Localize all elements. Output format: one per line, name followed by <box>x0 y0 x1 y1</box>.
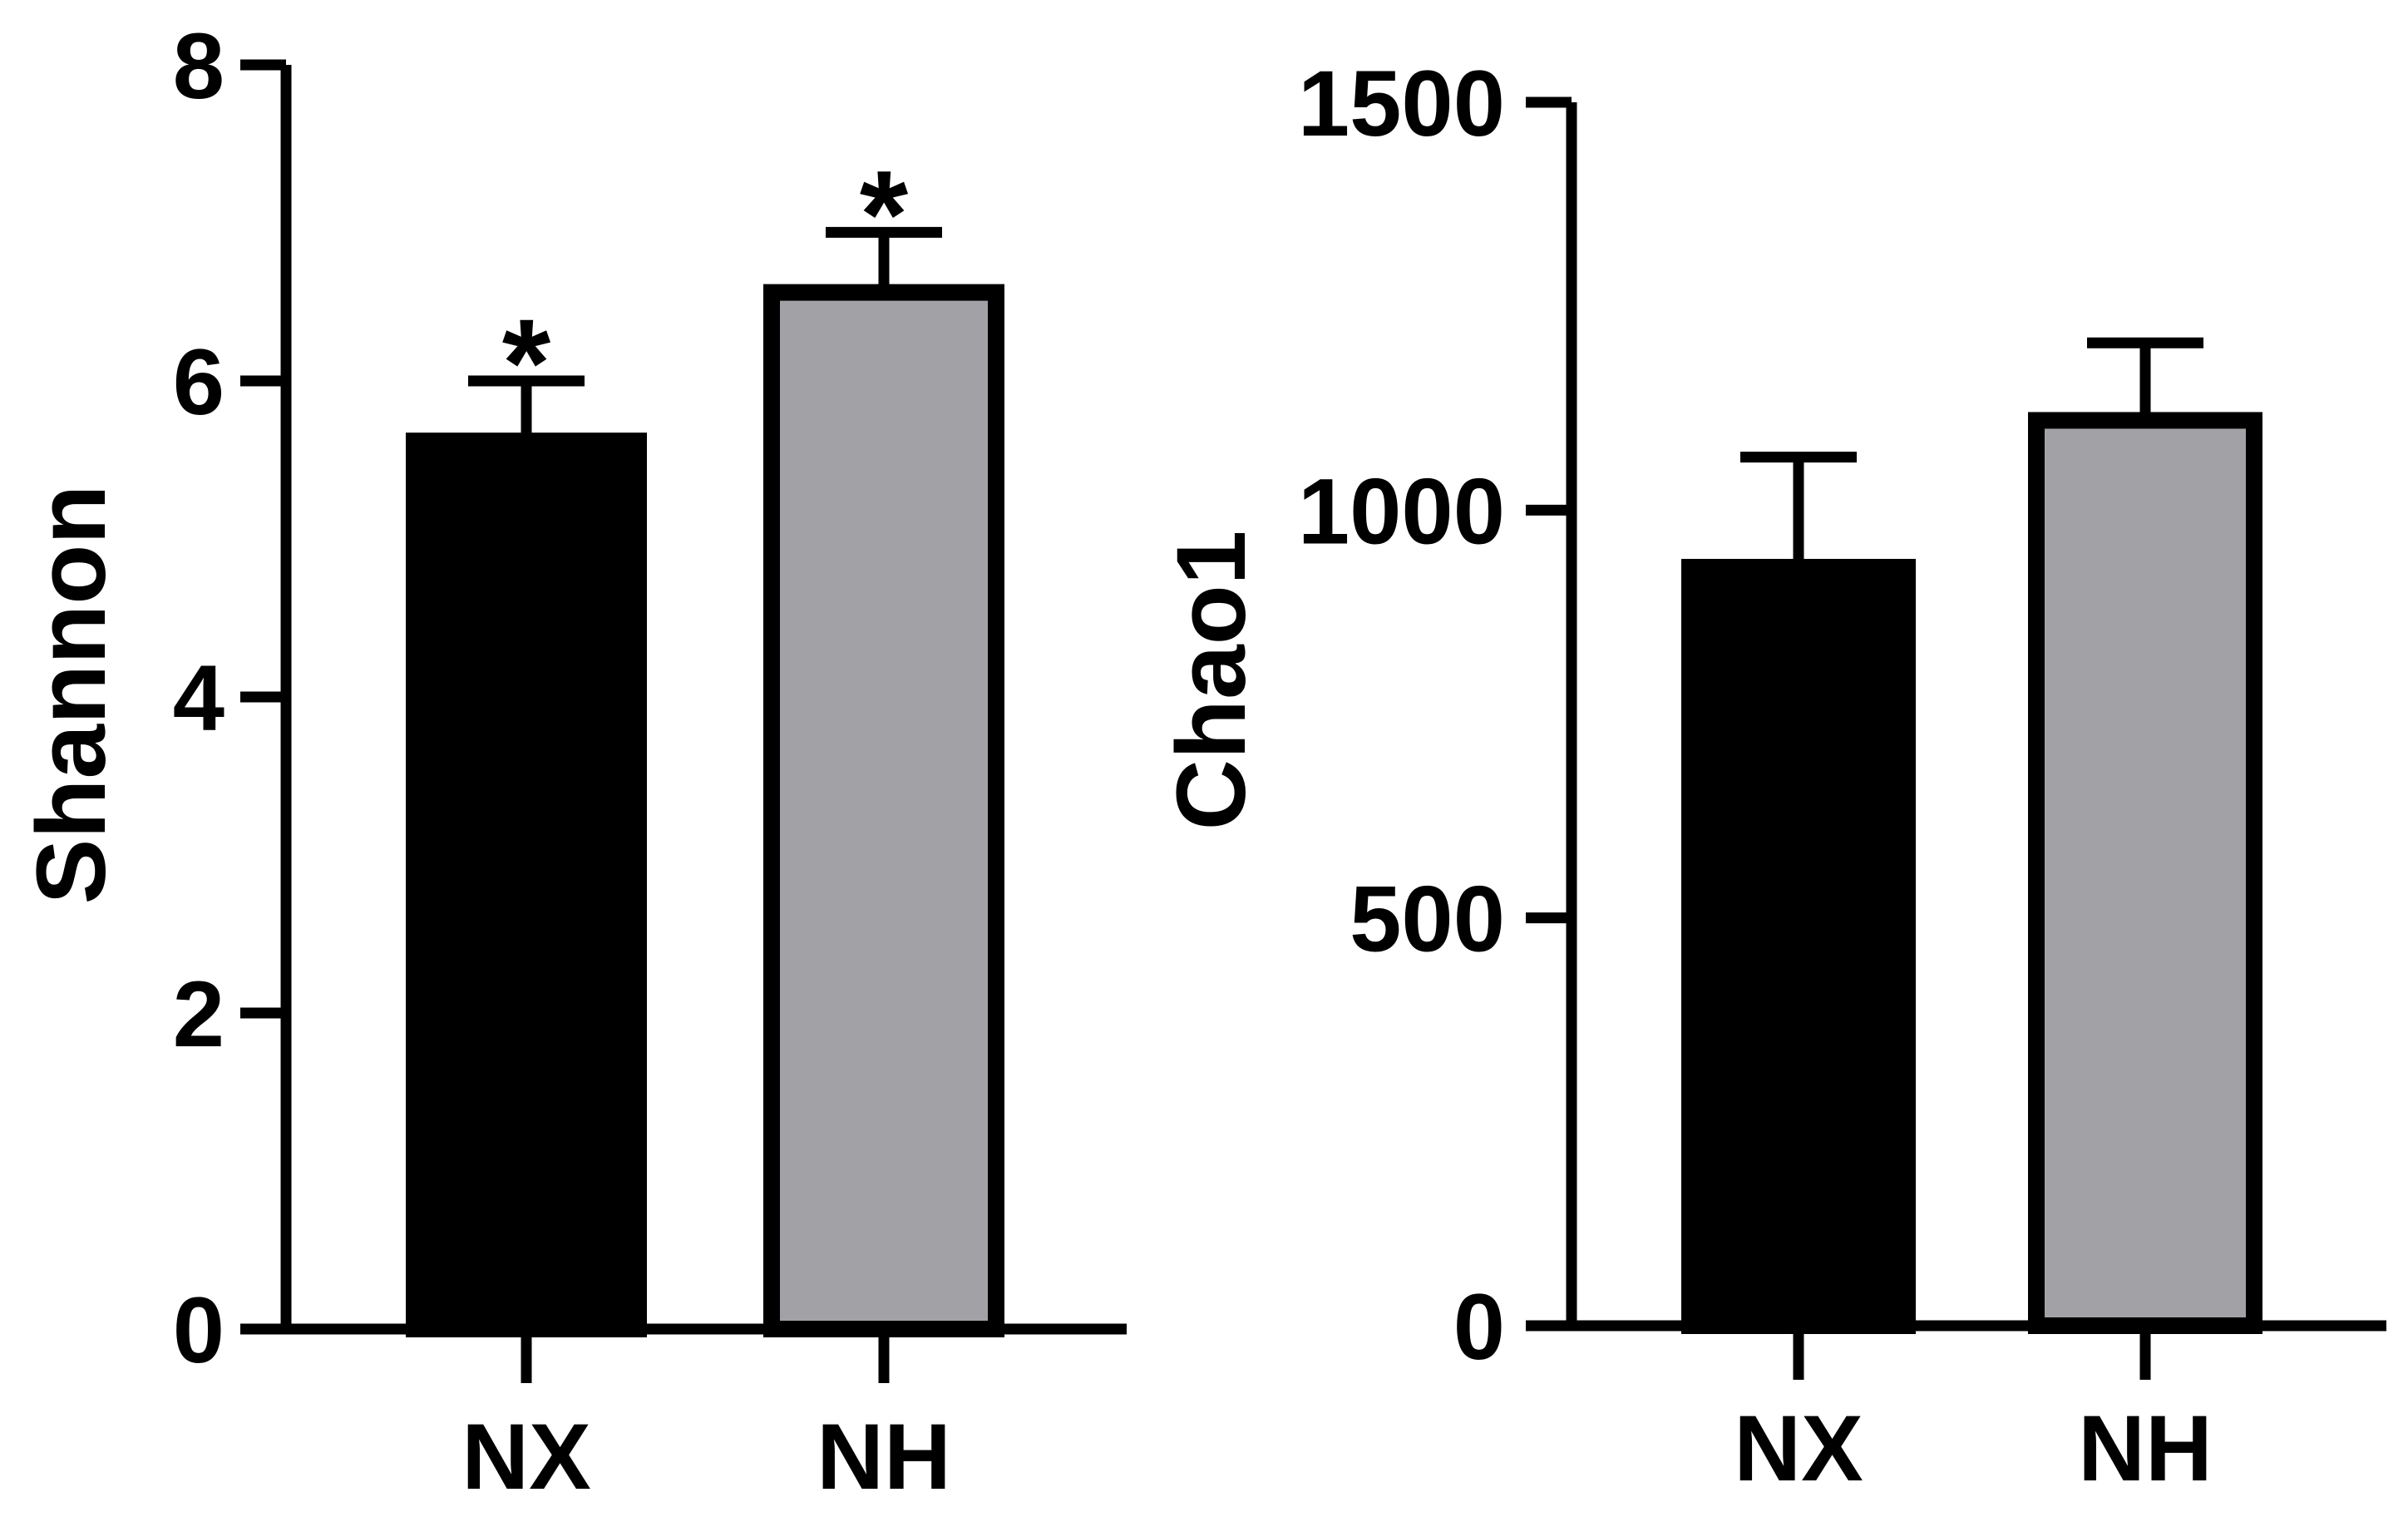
bar-nx <box>406 432 647 1338</box>
bars: ** <box>406 144 1004 1338</box>
chao1-panel: Chao1 0 500 1000 1500 NX NH <box>1157 52 2386 1500</box>
y-tick-label: 500 <box>1350 867 1505 971</box>
bars <box>1681 337 2262 1335</box>
y-tick-label: 8 <box>173 14 225 118</box>
y-ticks: 0 2 4 6 8 <box>173 14 286 1382</box>
bar-nh <box>2028 412 2262 1335</box>
y-ticks: 0 500 1000 1500 <box>1298 52 1572 1379</box>
y-tick-label: 1500 <box>1298 52 1505 156</box>
x-tick-labels: NX NH <box>461 1329 951 1509</box>
axes <box>1526 102 2386 1332</box>
y-tick-label: 0 <box>1453 1275 1505 1379</box>
axes <box>240 65 1127 1335</box>
x-tick-labels: NX NH <box>1734 1326 2213 1500</box>
x-tick-label: NH <box>817 1405 951 1509</box>
y-axis-title: Chao1 <box>1157 531 1266 831</box>
y-tick-label: 2 <box>173 962 225 1066</box>
x-tick-label: NH <box>2078 1396 2213 1500</box>
bar-nh <box>763 284 1004 1338</box>
y-tick-label: 6 <box>173 330 225 434</box>
significance-marker: * <box>502 293 551 432</box>
y-axis-title: Shannon <box>17 485 126 905</box>
y-tick-label: 1000 <box>1298 459 1505 563</box>
significance-marker: * <box>860 144 909 284</box>
y-tick-label: 0 <box>173 1278 225 1382</box>
x-tick-label: NX <box>1734 1396 1863 1500</box>
y-tick-label: 4 <box>173 646 225 750</box>
x-tick-label: NX <box>461 1405 591 1509</box>
bar-nx <box>1681 558 1916 1334</box>
